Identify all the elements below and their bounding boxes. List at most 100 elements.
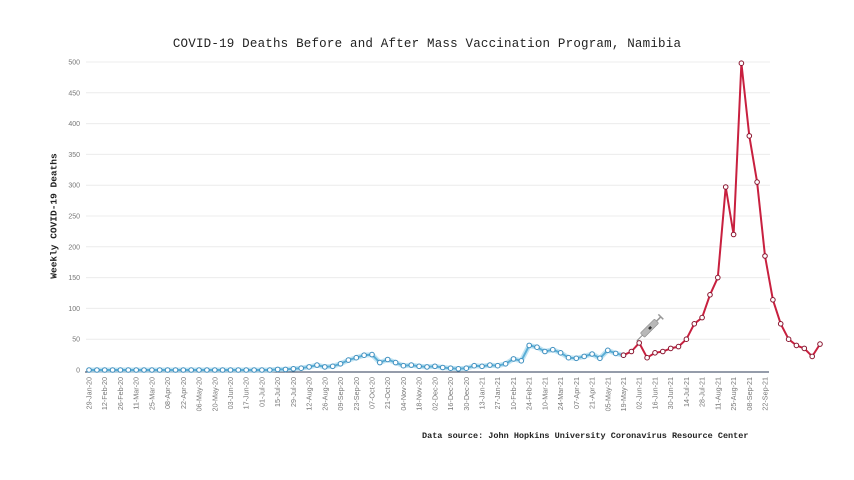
- data-source-note: Data source: John Hopkins University Cor…: [422, 431, 749, 441]
- data-point: [667, 345, 674, 352]
- data-point: [636, 340, 643, 346]
- data-point: [715, 274, 721, 281]
- x-tick-label: 30-Jun-21: [666, 377, 675, 409]
- data-point: [518, 358, 525, 364]
- data-point: [322, 364, 328, 370]
- data-point: [329, 363, 336, 370]
- y-tick-label: 250: [68, 214, 80, 221]
- data-point: [424, 364, 430, 370]
- y-tick-label: 350: [68, 152, 80, 159]
- x-tick-label: 10-Feb-21: [509, 377, 518, 410]
- data-point: [172, 367, 179, 373]
- x-tick-label: 16-Jun-21: [650, 377, 659, 409]
- data-point: [471, 362, 478, 369]
- y-tick-label: 300: [68, 183, 80, 190]
- data-point: [353, 354, 360, 361]
- data-point: [164, 367, 171, 373]
- data-point: [432, 363, 438, 370]
- x-tick-label: 08-Apr-20: [163, 377, 172, 409]
- data-point: [660, 348, 666, 355]
- data-point: [408, 362, 415, 368]
- x-tick-label: 19-May-21: [619, 377, 628, 411]
- data-point: [605, 347, 611, 354]
- data-point: [494, 362, 501, 369]
- data-point: [188, 367, 194, 373]
- x-tick-label: 12-Aug-20: [305, 377, 314, 411]
- x-tick-label: 25-Aug-21: [729, 377, 738, 411]
- data-point: [502, 361, 509, 367]
- y-tick-label: 500: [68, 60, 80, 67]
- data-point: [290, 366, 297, 372]
- data-point: [620, 352, 627, 359]
- data-point: [785, 336, 792, 343]
- data-point: [809, 353, 816, 360]
- x-tick-label: 02-Jun-21: [635, 377, 644, 409]
- data-point: [730, 231, 737, 238]
- annotations: [636, 313, 664, 342]
- y-tick-label: 0: [76, 368, 80, 375]
- data-point: [212, 367, 218, 373]
- data-point: [691, 321, 698, 327]
- x-tick-label: 17-Jun-20: [242, 377, 251, 409]
- data-point: [565, 354, 572, 361]
- y-tick-label: 400: [68, 121, 80, 128]
- y-axis-ticks: 0 50 100 150 200 250 300 350 400 450 500: [68, 60, 80, 375]
- data-point: [526, 342, 533, 349]
- data-point: [777, 321, 784, 327]
- data-point: [416, 363, 422, 370]
- data-point: [573, 355, 580, 362]
- data-point: [282, 366, 289, 373]
- x-tick-label: 24-Feb-21: [525, 377, 534, 410]
- data-point: [133, 367, 139, 373]
- data-point: [746, 133, 753, 139]
- data-point: [463, 365, 470, 372]
- x-tick-label: 20-May-20: [210, 377, 219, 411]
- data-point: [392, 359, 399, 366]
- data-point: [314, 362, 320, 368]
- data-point: [337, 361, 344, 367]
- data-point: [125, 367, 132, 373]
- data-point: [550, 346, 556, 353]
- data-point: [204, 367, 210, 373]
- data-point: [542, 348, 548, 355]
- x-tick-label: 11-Aug-21: [713, 377, 722, 410]
- x-tick-label: 29-Jul-20: [289, 377, 298, 407]
- data-point: [675, 343, 682, 350]
- x-tick-label: 29-Jan-20: [85, 377, 94, 409]
- data-point: [793, 342, 800, 349]
- y-tick-label: 450: [68, 90, 80, 97]
- data-point: [274, 366, 281, 373]
- data-point: [306, 364, 312, 370]
- x-axis-ticks: 29-Jan-20 12-Feb-20 26-Feb-20 11-Mar-20 25-M…: [85, 377, 770, 411]
- x-tick-label: 22-Apr-20: [179, 377, 188, 409]
- x-tick-label: 16-Dec-20: [446, 377, 455, 411]
- data-point: [597, 355, 603, 362]
- data-point: [109, 367, 116, 373]
- data-point: [738, 60, 745, 67]
- y-tick-label: 50: [72, 337, 80, 344]
- y-tick-label: 200: [68, 244, 80, 251]
- series-after-vaccination: [620, 60, 823, 361]
- data-point: [762, 253, 768, 259]
- y-tick-label: 150: [68, 275, 80, 282]
- data-point: [141, 367, 147, 373]
- x-tick-label: 14-Jul-21: [682, 377, 691, 407]
- data-point: [251, 367, 257, 373]
- chart-title: COVID-19 Deaths Before and After Mass Va…: [172, 37, 682, 51]
- data-point: [377, 359, 383, 366]
- data-point: [722, 184, 729, 190]
- x-tick-label: 21-Oct-20: [383, 377, 392, 409]
- x-tick-label: 10-Mar-21: [540, 377, 549, 410]
- x-tick-label: 30-Dec-20: [462, 377, 471, 411]
- x-tick-label: 26-Feb-20: [116, 377, 125, 410]
- data-point: [770, 297, 776, 303]
- data-point: [707, 292, 713, 298]
- data-point: [196, 367, 202, 373]
- data-point: [487, 362, 493, 368]
- data-point: [384, 356, 391, 363]
- x-tick-label: 21-Apr-21: [588, 377, 597, 409]
- x-tick-label: 03-Jun-20: [226, 377, 235, 409]
- data-point: [101, 367, 108, 373]
- data-point: [683, 336, 690, 343]
